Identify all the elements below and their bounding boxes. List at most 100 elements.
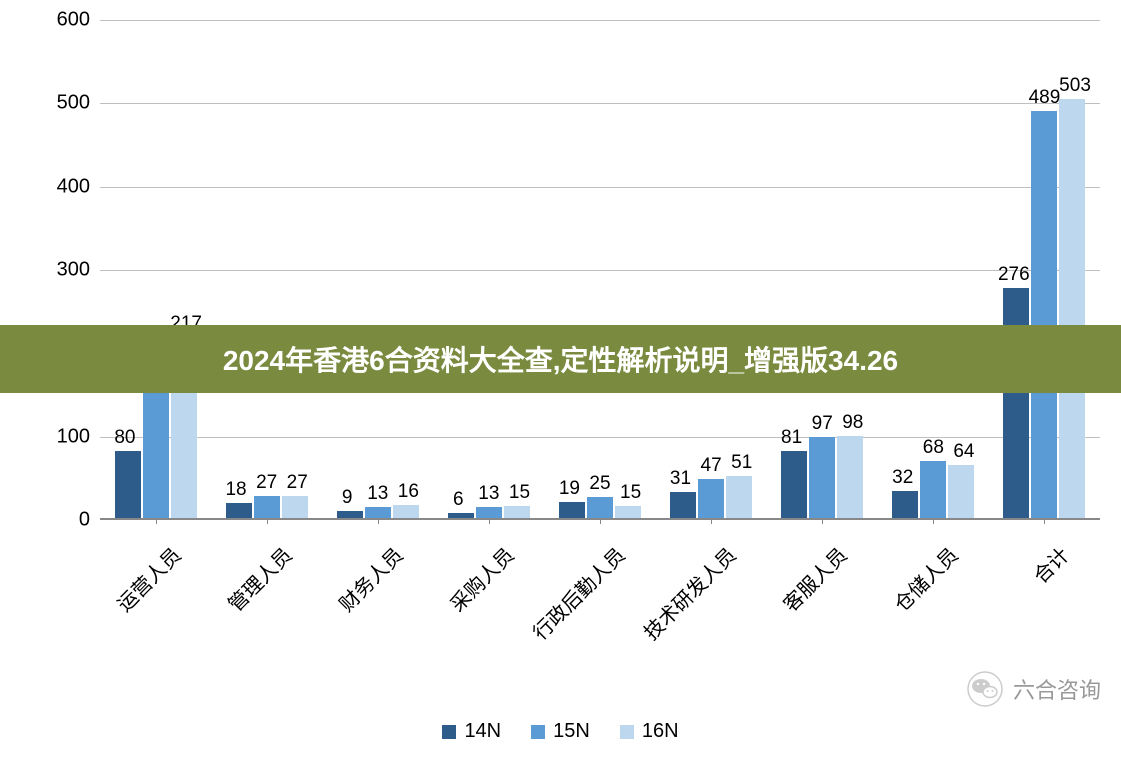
bar-group: 326864 bbox=[892, 461, 974, 518]
bar-value-label: 27 bbox=[287, 472, 308, 496]
legend-swatch bbox=[620, 725, 634, 739]
bar-group: 192515 bbox=[559, 497, 641, 518]
x-tick-mark bbox=[711, 518, 712, 524]
x-axis-label: 运营人员 bbox=[109, 540, 186, 617]
bar-value-label: 503 bbox=[1059, 75, 1091, 99]
bar-group: 276489503 bbox=[1003, 99, 1085, 518]
legend-swatch bbox=[442, 725, 456, 739]
y-tick-label: 100 bbox=[57, 425, 90, 448]
y-tick-label: 600 bbox=[57, 9, 90, 32]
bar: 31 bbox=[670, 492, 696, 518]
bar-value-label: 27 bbox=[256, 472, 277, 496]
plot-area: 8019921718272791316613151925153147518197… bbox=[100, 20, 1100, 520]
bar-value-label: 19 bbox=[559, 478, 580, 502]
bar: 9 bbox=[337, 511, 363, 519]
bar-value-label: 276 bbox=[998, 264, 1030, 288]
overlay-banner: 2024年香港6合资料大全查,定性解析说明_增强版34.26 bbox=[0, 325, 1121, 393]
bar: 6 bbox=[448, 513, 474, 518]
bar: 15 bbox=[504, 506, 530, 519]
legend-label: 15N bbox=[553, 720, 590, 743]
bar-value-label: 15 bbox=[509, 482, 530, 506]
bar-value-label: 13 bbox=[367, 483, 388, 507]
watermark-text: 六合咨询 bbox=[1013, 673, 1101, 705]
bar: 16 bbox=[393, 505, 419, 518]
legend-item: 15N bbox=[531, 720, 590, 743]
x-axis-label: 行政后勤人员 bbox=[525, 540, 630, 645]
bar: 97 bbox=[809, 437, 835, 518]
x-axis-labels: 运营人员管理人员财务人员采购人员行政后勤人员技术研发人员客服人员仓储人员 合计 bbox=[100, 530, 1100, 670]
bar-value-label: 13 bbox=[478, 483, 499, 507]
overlay-text: 2024年香港6合资料大全查,定性解析说明_增强版34.26 bbox=[223, 339, 898, 379]
bar-value-label: 18 bbox=[225, 479, 246, 503]
bar-value-label: 489 bbox=[1029, 87, 1061, 111]
x-tick-mark bbox=[378, 518, 379, 524]
bar-value-label: 51 bbox=[731, 452, 752, 476]
bar: 98 bbox=[837, 436, 863, 518]
y-tick-label: 300 bbox=[57, 259, 90, 282]
bar-value-label: 81 bbox=[781, 427, 802, 451]
bar: 15 bbox=[615, 506, 641, 519]
bar-value-label: 15 bbox=[620, 482, 641, 506]
x-tick-mark bbox=[1044, 518, 1045, 524]
bar-value-label: 16 bbox=[398, 481, 419, 505]
gridline bbox=[100, 103, 1100, 104]
gridline bbox=[100, 187, 1100, 188]
y-tick-label: 500 bbox=[57, 92, 90, 115]
x-axis-label: 合计 bbox=[1026, 540, 1075, 589]
bar-value-label: 9 bbox=[342, 487, 353, 511]
x-axis-label: 财务人员 bbox=[331, 540, 408, 617]
bar-value-label: 98 bbox=[842, 412, 863, 436]
bar-value-label: 31 bbox=[670, 468, 691, 492]
bar: 489 bbox=[1031, 111, 1057, 519]
bar-group: 61315 bbox=[448, 506, 530, 519]
x-axis-label: 客服人员 bbox=[776, 540, 853, 617]
bar: 276 bbox=[1003, 288, 1029, 518]
legend-item: 14N bbox=[442, 720, 501, 743]
bar-value-label: 6 bbox=[453, 489, 464, 513]
bar-value-label: 47 bbox=[701, 455, 722, 479]
watermark: 六合咨询 bbox=[967, 671, 1101, 707]
bar: 64 bbox=[948, 465, 974, 518]
x-tick-mark bbox=[489, 518, 490, 524]
x-tick-mark bbox=[822, 518, 823, 524]
bar: 81 bbox=[781, 451, 807, 519]
x-tick-mark bbox=[156, 518, 157, 524]
bar: 503 bbox=[1059, 99, 1085, 518]
x-axis-label: 管理人员 bbox=[220, 540, 297, 617]
gridline bbox=[100, 20, 1100, 21]
x-axis-label: 技术研发人员 bbox=[636, 540, 741, 645]
bar: 19 bbox=[559, 502, 585, 518]
legend-label: 14N bbox=[464, 720, 501, 743]
bar-value-label: 64 bbox=[953, 441, 974, 465]
bar: 80 bbox=[115, 451, 141, 518]
x-tick-mark bbox=[600, 518, 601, 524]
bar-group: 819798 bbox=[781, 436, 863, 518]
legend: 14N 15N 16N bbox=[0, 720, 1121, 743]
x-tick-mark bbox=[267, 518, 268, 524]
bar: 27 bbox=[254, 496, 280, 519]
bar-group: 314751 bbox=[670, 476, 752, 519]
bar-group: 91316 bbox=[337, 505, 419, 518]
bar-value-label: 32 bbox=[892, 467, 913, 491]
x-axis-label: 仓储人员 bbox=[887, 540, 964, 617]
bar: 51 bbox=[726, 476, 752, 519]
y-tick-label: 400 bbox=[57, 175, 90, 198]
bar: 27 bbox=[282, 496, 308, 519]
bar-value-label: 97 bbox=[812, 413, 833, 437]
x-axis-label: 采购人员 bbox=[442, 540, 519, 617]
bar-value-label: 68 bbox=[923, 437, 944, 461]
bar: 68 bbox=[920, 461, 946, 518]
gridline bbox=[100, 270, 1100, 271]
bar-group: 182727 bbox=[226, 496, 308, 519]
bar: 32 bbox=[892, 491, 918, 518]
y-tick-label: 0 bbox=[79, 509, 90, 532]
bar: 13 bbox=[476, 507, 502, 518]
bar: 13 bbox=[365, 507, 391, 518]
chart-container: 0100200300400500600 80199217182727913166… bbox=[50, 10, 1100, 580]
x-tick-mark bbox=[933, 518, 934, 524]
bar: 18 bbox=[226, 503, 252, 518]
y-axis: 0100200300400500600 bbox=[50, 20, 95, 520]
gridline bbox=[100, 437, 1100, 438]
legend-item: 16N bbox=[620, 720, 679, 743]
legend-label: 16N bbox=[642, 720, 679, 743]
